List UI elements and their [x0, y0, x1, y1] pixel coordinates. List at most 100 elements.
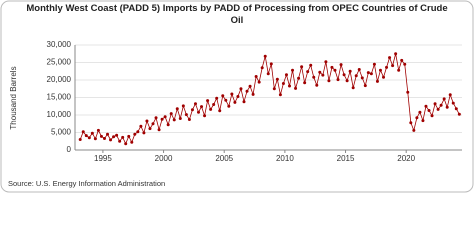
data-point — [333, 68, 337, 72]
data-point — [230, 92, 234, 96]
data-point — [339, 63, 343, 67]
data-point — [148, 127, 152, 131]
data-point — [236, 94, 240, 98]
data-point — [166, 123, 170, 127]
data-point — [142, 131, 146, 135]
data-point — [454, 107, 458, 111]
data-point — [394, 52, 398, 56]
x-tick-label: 2015 — [337, 154, 355, 163]
data-point — [366, 71, 370, 75]
y-tick-label: 20,000 — [47, 75, 72, 84]
data-point — [388, 56, 392, 60]
data-point — [291, 68, 295, 72]
data-point — [197, 110, 201, 114]
data-point — [221, 94, 225, 98]
y-tick-label: 0 — [67, 145, 72, 154]
data-point — [433, 102, 437, 106]
data-point — [169, 112, 173, 116]
data-point — [90, 131, 94, 135]
data-point — [272, 87, 276, 91]
data-point — [363, 84, 367, 88]
data-point — [430, 114, 434, 118]
data-point — [321, 73, 325, 77]
data-point — [81, 130, 85, 134]
data-point — [442, 97, 446, 101]
data-point — [287, 84, 291, 88]
data-point — [345, 79, 349, 83]
data-point — [87, 136, 91, 140]
title-box: Monthly West Coast (PADD 5) Imports by P… — [26, 3, 448, 26]
data-point — [184, 113, 188, 117]
data-point — [294, 86, 298, 90]
data-point — [439, 103, 443, 107]
y-tick-label: 5,000 — [51, 128, 72, 137]
data-point — [400, 58, 404, 62]
data-point — [378, 68, 382, 72]
page: Monthly West Coast (PADD 5) Imports by P… — [0, 0, 474, 193]
data-point — [415, 116, 419, 120]
data-point — [242, 100, 246, 104]
data-point — [318, 70, 322, 74]
data-point — [306, 70, 310, 74]
data-point — [206, 99, 210, 103]
data-point — [257, 80, 261, 84]
data-point — [360, 76, 364, 80]
data-point — [209, 107, 213, 111]
data-point — [154, 116, 158, 120]
data-point — [124, 142, 128, 146]
data-point — [330, 65, 334, 69]
data-point — [351, 86, 355, 90]
data-point — [245, 89, 249, 93]
data-point — [200, 105, 204, 109]
y-axis-label: Thousand Barrels — [9, 66, 18, 129]
data-point — [172, 118, 176, 122]
data-point — [118, 139, 122, 143]
x-tick-label: 2020 — [397, 154, 415, 163]
data-point — [327, 79, 331, 83]
data-point — [391, 64, 395, 68]
data-point — [233, 100, 237, 104]
x-tick-label: 2010 — [276, 154, 294, 163]
data-point — [145, 119, 149, 123]
data-point — [151, 122, 155, 126]
chart-title: Monthly West Coast (PADD 5) Imports by P… — [26, 3, 448, 26]
data-point — [160, 117, 164, 121]
data-point — [248, 84, 252, 88]
data-point — [163, 115, 167, 119]
data-point — [312, 75, 316, 79]
data-point — [181, 104, 185, 108]
data-point — [115, 133, 119, 137]
data-point — [336, 78, 340, 82]
data-point — [239, 87, 243, 91]
data-point — [385, 65, 389, 69]
data-point — [215, 96, 219, 100]
data-point — [136, 130, 140, 134]
data-point — [251, 92, 255, 96]
data-point — [218, 109, 222, 113]
data-point — [342, 73, 346, 77]
data-point — [96, 128, 100, 132]
data-point — [78, 138, 82, 141]
data-point — [369, 72, 373, 76]
source: Source: U.S. Energy Information Administ… — [8, 179, 165, 188]
data-point — [269, 62, 273, 66]
data-point — [187, 118, 191, 122]
data-point — [315, 83, 319, 87]
y-tick-label: 15,000 — [47, 93, 72, 102]
data-point — [412, 128, 416, 132]
x-tick-label: 1995 — [94, 154, 112, 163]
data-point — [324, 60, 328, 64]
data-point — [418, 110, 422, 114]
x-tick-label: 2000 — [155, 154, 173, 163]
data-point — [260, 66, 264, 70]
data-point — [139, 124, 143, 128]
data-point — [303, 81, 307, 85]
data-point — [397, 68, 401, 72]
data-point — [436, 107, 440, 111]
data-point — [427, 108, 431, 112]
data-point — [102, 136, 106, 140]
data-point — [127, 134, 131, 138]
data-point — [109, 138, 113, 142]
y-tick-label: 10,000 — [47, 110, 72, 119]
data-point — [281, 82, 285, 85]
